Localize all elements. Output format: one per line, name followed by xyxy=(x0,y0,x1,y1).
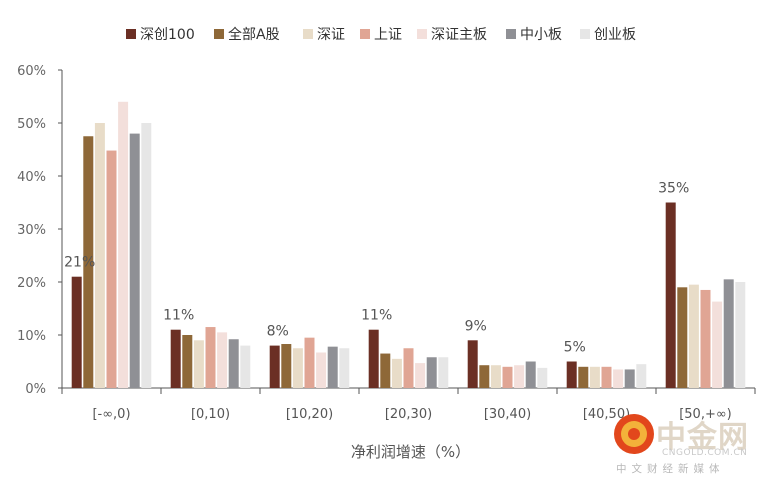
x-tick-label: [30,40) xyxy=(484,407,531,422)
bar-2-2 xyxy=(182,335,193,388)
bar-2-1 xyxy=(83,136,94,388)
bar-3-1 xyxy=(94,123,105,388)
bar-6-4 xyxy=(426,357,437,388)
x-tick-label: [20,30) xyxy=(385,407,432,422)
bar-4-1 xyxy=(106,150,117,388)
bar-1-5 xyxy=(467,340,478,388)
y-tick-label: 50% xyxy=(17,117,46,132)
legend-swatch-5 xyxy=(417,29,427,39)
bar-1-2 xyxy=(170,329,181,388)
bar-7-4 xyxy=(438,357,449,388)
legend-label-4: 上证 xyxy=(374,27,402,43)
data-label: 8% xyxy=(267,324,289,340)
legend-swatch-3 xyxy=(303,29,313,39)
y-tick-label: 40% xyxy=(17,170,46,185)
bar-4-7 xyxy=(700,289,711,388)
x-tick-label: [50,+∞) xyxy=(679,407,732,422)
data-label: 11% xyxy=(361,308,392,324)
bar-7-7 xyxy=(735,282,746,388)
x-tick-label: [10,20) xyxy=(286,407,333,422)
bar-3-5 xyxy=(490,365,501,388)
bar-2-7 xyxy=(677,287,688,388)
bar-5-7 xyxy=(712,301,723,388)
bar-3-7 xyxy=(688,284,699,388)
cngold-logo-icon xyxy=(614,414,654,454)
data-label: 5% xyxy=(564,340,586,356)
legend-label-7: 创业板 xyxy=(594,27,636,43)
bar-1-3 xyxy=(269,345,280,388)
legend-label-3: 深证 xyxy=(317,27,345,43)
data-label: 11% xyxy=(163,308,194,324)
bar-6-3 xyxy=(327,346,338,388)
bar-1-7 xyxy=(665,202,676,388)
bar-3-2 xyxy=(193,340,204,388)
data-label: 21% xyxy=(64,255,95,271)
watermark-domain: CNGOLD.COM.CN xyxy=(662,448,748,458)
bar-4-4 xyxy=(403,348,414,388)
bar-2-3 xyxy=(281,344,292,388)
bar-1-6 xyxy=(566,361,577,388)
bar-5-2 xyxy=(217,332,228,388)
bar-6-7 xyxy=(723,279,734,388)
bar-6-6 xyxy=(624,369,635,388)
y-tick-label: 10% xyxy=(17,329,46,344)
bar-5-1 xyxy=(118,101,129,389)
bar-7-3 xyxy=(339,348,350,388)
bar-3-3 xyxy=(292,348,303,388)
bar-2-5 xyxy=(479,365,490,388)
bar-7-5 xyxy=(537,367,548,388)
bar-2-6 xyxy=(578,366,589,388)
x-tick-label: [-∞,0) xyxy=(92,407,130,422)
legend-label-6: 中小板 xyxy=(520,27,562,43)
y-tick-label: 30% xyxy=(17,223,46,238)
bar-2-4 xyxy=(380,353,391,388)
legend-swatch-2 xyxy=(214,29,224,39)
legend-label-2: 全部A股 xyxy=(228,26,280,43)
data-label: 35% xyxy=(658,181,689,197)
bar-4-6 xyxy=(601,366,612,388)
bar-3-4 xyxy=(391,358,402,388)
y-tick-label: 60% xyxy=(17,64,46,79)
y-tick-label: 20% xyxy=(17,276,46,291)
legend-swatch-4 xyxy=(360,29,370,39)
bar-1-1 xyxy=(71,276,82,388)
x-tick-label: [40,50) xyxy=(583,407,630,422)
x-axis-title: 净利润增速（%） xyxy=(351,443,470,461)
bar-1-4 xyxy=(368,329,379,388)
bar-5-3 xyxy=(316,352,327,388)
bar-5-6 xyxy=(613,369,624,388)
legend-label-5: 深证主板 xyxy=(431,27,487,43)
bar-4-5 xyxy=(502,366,513,388)
bar-6-1 xyxy=(129,133,140,388)
bar-4-3 xyxy=(304,337,315,388)
y-tick-label: 0% xyxy=(25,382,46,397)
watermark-tagline: 中文财经新媒体 xyxy=(616,463,725,475)
legend-swatch-6 xyxy=(506,29,516,39)
x-tick-label: [0,10) xyxy=(191,407,230,422)
bar-7-1 xyxy=(141,123,152,388)
bar-6-5 xyxy=(525,361,536,388)
bar-5-4 xyxy=(415,363,426,388)
bar-7-2 xyxy=(240,345,251,388)
bar-5-5 xyxy=(514,365,525,388)
bar-4-2 xyxy=(205,327,216,388)
bar-7-6 xyxy=(636,364,647,388)
data-label: 9% xyxy=(465,318,487,334)
legend-swatch-1 xyxy=(126,29,136,39)
bar-3-6 xyxy=(589,366,600,388)
legend-swatch-7 xyxy=(580,29,590,39)
watermark: 中金网 CNGOLD.COM.CN 中文财经新媒体 xyxy=(610,412,766,478)
legend-label-1: 深创100 xyxy=(140,27,195,43)
bar-6-2 xyxy=(228,339,239,388)
watermark-name: 中金网 xyxy=(656,420,749,455)
